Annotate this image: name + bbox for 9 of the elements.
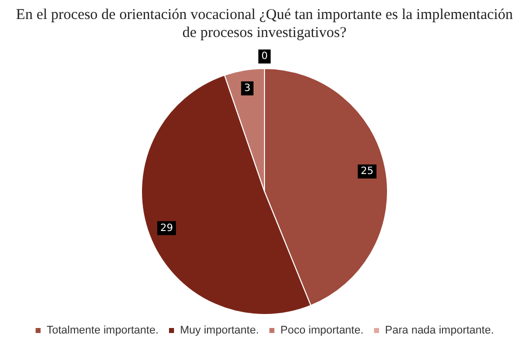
data-label: 25	[360, 166, 374, 178]
chart-title: En el proceso de orientación vocacional ¿Qué tan importante es la implementación de procesos investigativos?	[15, 6, 514, 43]
legend-label: Muy importante.	[180, 324, 259, 337]
data-label: 29	[160, 222, 173, 234]
legend-label: Para nada importante.	[385, 324, 494, 337]
data-label: 3	[244, 82, 250, 94]
legend-label: Poco importante.	[280, 324, 364, 337]
legend-label: Totalmente importante.	[46, 324, 159, 337]
text: 0	[261, 51, 268, 62]
